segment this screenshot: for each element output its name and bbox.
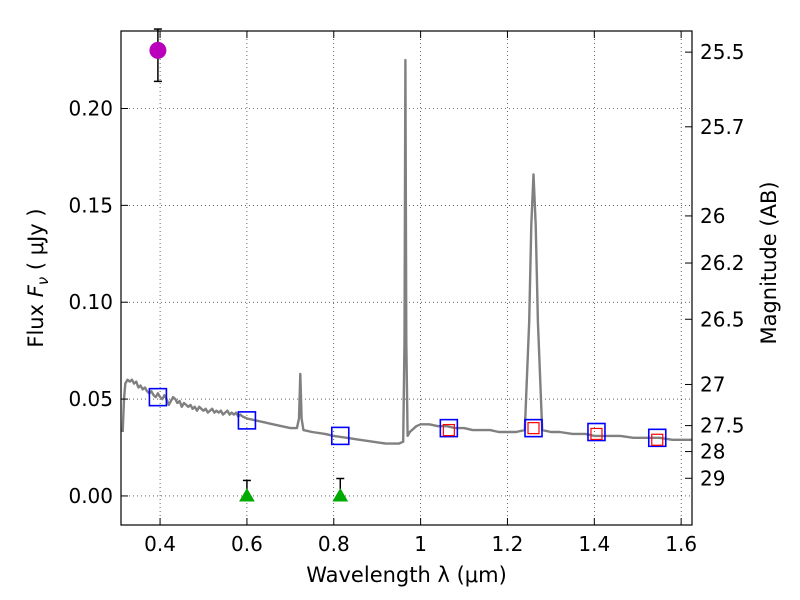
- magnitude-tick-label: 25.7: [700, 115, 745, 139]
- magnitude-tick-label: 25.5: [700, 40, 745, 64]
- y-tick-label: 0.05: [68, 387, 113, 411]
- magnitude-tick-label: 27: [700, 372, 725, 396]
- plot-area: [121, 28, 692, 502]
- y-tick-label: 0.10: [68, 290, 113, 314]
- y-tick-label: 0.20: [68, 96, 113, 120]
- y-tick-label: 0.00: [68, 484, 113, 508]
- x-tick-label: 0.8: [318, 532, 350, 556]
- observed-photometry-marker: [148, 387, 168, 407]
- x-tick-label: 1: [414, 532, 427, 556]
- x-tick-label: 1.6: [665, 532, 697, 556]
- x-axis-title: Wavelength λ (μm): [306, 563, 507, 587]
- u-band-detection-marker: [149, 41, 167, 59]
- plot-frame: [120, 30, 693, 526]
- y-tick-label: 0.15: [68, 193, 113, 217]
- model-photometry-marker: [590, 427, 603, 441]
- upper-limit-marker: [239, 487, 255, 502]
- model-photometry-marker: [527, 422, 540, 435]
- observed-photometry-marker: [524, 418, 543, 438]
- magnitude-axis-title: Magnitude (AB): [757, 181, 781, 344]
- observed-photometry-marker: [647, 428, 667, 448]
- upper-limit-marker: [332, 487, 349, 502]
- y-axis-title: Flux Fν ( μJy ): [24, 208, 52, 347]
- magnitude-tick-label: 29: [700, 466, 725, 490]
- magnitude-tick-label: 28: [700, 440, 725, 464]
- observed-photometry-marker: [439, 418, 459, 438]
- observed-photometry-marker: [330, 426, 350, 446]
- axes: 0.4 0.6 0.8 1 1.2 1.4 1.6 0.00 0.05 0.10 0.15 0.20 2…: [68, 31, 745, 556]
- magnitude-tick-label: 26.5: [700, 307, 745, 331]
- x-tick-label: 1.4: [578, 532, 610, 556]
- x-tick-label: 0.4: [144, 532, 176, 556]
- model-photometry-marker: [442, 423, 455, 437]
- x-tick-label: 0.6: [231, 532, 263, 556]
- model-photometry-marker: [651, 433, 664, 446]
- magnitude-tick-label: 27.5: [700, 414, 745, 438]
- observed-photometry-marker: [237, 411, 257, 430]
- observed-photometry-marker: [587, 422, 606, 442]
- magnitude-tick-label: 26.2: [700, 251, 745, 275]
- magnitude-tick-label: 26: [700, 204, 725, 228]
- x-tick-label: 1.2: [492, 532, 524, 556]
